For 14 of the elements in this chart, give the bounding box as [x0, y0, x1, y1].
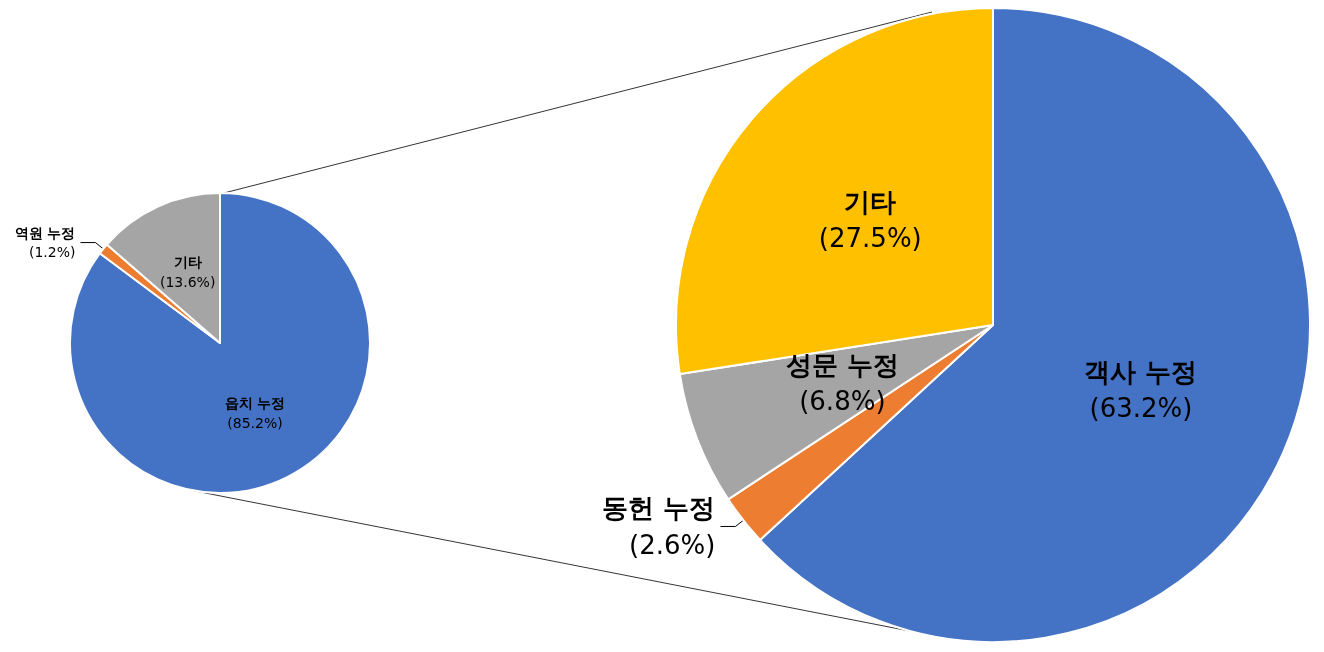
- data-label: (1.2%): [28, 244, 76, 261]
- data-label: (13.6%): [159, 273, 216, 290]
- slice-label: 객사 누정: [1084, 356, 1198, 387]
- data-label: (2.6%): [629, 529, 716, 560]
- slice-label: 역원 누정: [14, 224, 76, 241]
- slice-label: 동헌 누정: [602, 493, 716, 524]
- data-label: (27.5%): [818, 223, 922, 254]
- slice-label: 읍치 누정: [224, 394, 286, 411]
- data-label: (85.2%): [227, 414, 283, 431]
- slice-label: 기타: [844, 186, 897, 217]
- data-label: (6.8%): [799, 386, 886, 417]
- slice-label: 성문 누정: [785, 350, 899, 381]
- slice-label: 기타: [173, 254, 202, 271]
- data-label: (63.2%): [1089, 392, 1193, 423]
